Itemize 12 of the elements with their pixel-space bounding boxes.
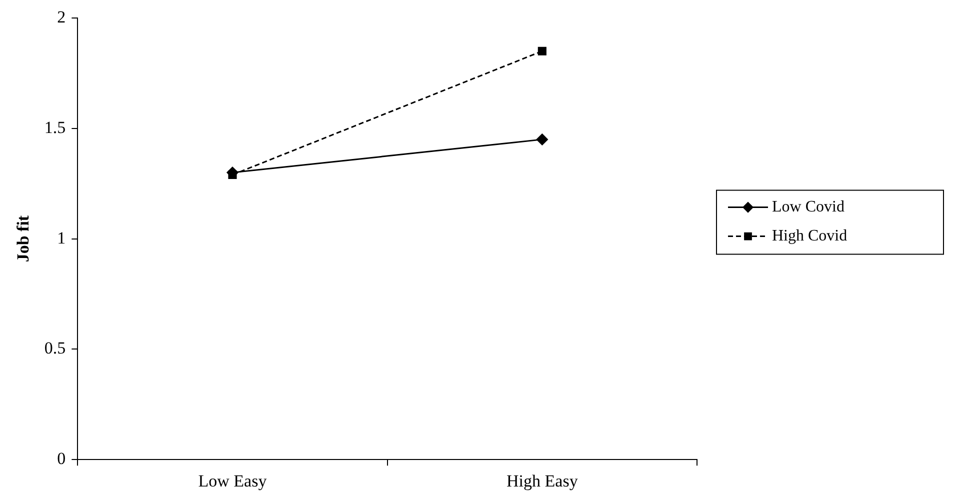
x-tick-label: Low Easy: [198, 471, 268, 490]
y-tick-label: 1: [57, 228, 66, 248]
y-tick-label: 1.5: [44, 118, 66, 137]
y-axis-title: Job fit: [14, 215, 33, 262]
legend-label: Low Covid: [772, 198, 844, 216]
y-tick-label: 0.5: [44, 338, 66, 358]
y-tick-label: 0: [57, 449, 66, 468]
point: [536, 134, 548, 146]
legend-label: High Covid: [772, 228, 848, 245]
x-tick-label: High Easy: [506, 471, 578, 490]
point: [538, 46, 546, 56]
y-tick-label: 2: [57, 7, 66, 26]
